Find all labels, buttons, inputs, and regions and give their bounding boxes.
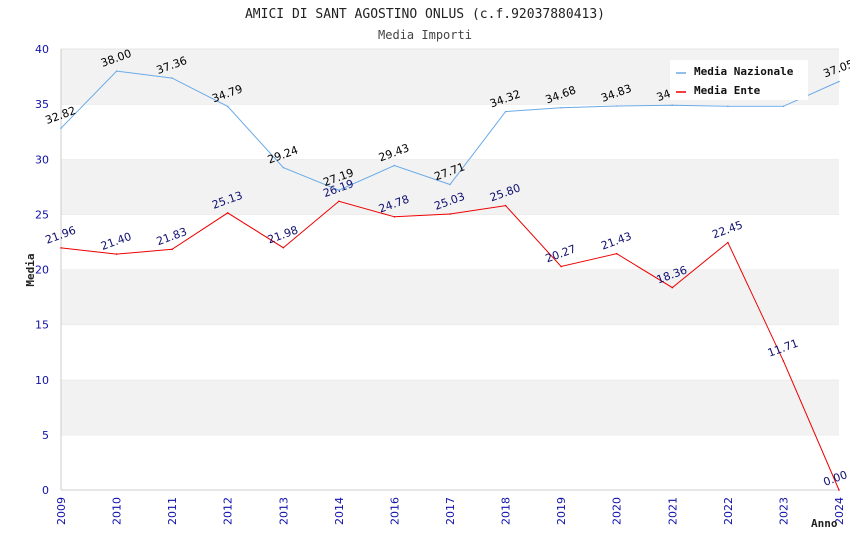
x-tick-label: 2009 xyxy=(55,497,68,525)
grid-band xyxy=(61,324,839,380)
data-point xyxy=(838,80,840,83)
x-tick-label: 2020 xyxy=(611,497,624,525)
x-tick-label: 2011 xyxy=(166,497,179,525)
data-point xyxy=(449,213,451,215)
x-tick-label: 2023 xyxy=(777,497,790,525)
data-point xyxy=(282,166,285,169)
data-point xyxy=(671,104,674,107)
grid-band xyxy=(61,379,839,435)
grid-band xyxy=(61,104,839,160)
data-point xyxy=(504,110,507,113)
x-tick-label: 2016 xyxy=(388,497,401,525)
data-point xyxy=(60,247,62,249)
data-point xyxy=(115,70,118,72)
data-point xyxy=(393,216,396,218)
y-tick-label: 25 xyxy=(35,208,49,221)
data-point xyxy=(393,164,396,167)
grid-band xyxy=(61,214,839,270)
y-tick-label: 10 xyxy=(35,374,49,387)
legend-box xyxy=(670,60,808,100)
chart-title: AMICI DI SANT AGOSTINO ONLUS (c.f.920378… xyxy=(245,7,605,22)
x-tick-label: 2018 xyxy=(500,497,513,525)
data-point xyxy=(838,489,840,491)
data-point xyxy=(615,105,618,107)
data-point xyxy=(226,105,229,108)
x-tick-label: 2024 xyxy=(833,497,846,525)
x-tick-label: 2013 xyxy=(277,497,290,525)
chart-subtitle: Media Importi xyxy=(378,28,472,42)
legend: Media Nazionale Media Ente xyxy=(670,60,808,100)
x-tick-label: 2010 xyxy=(111,497,124,525)
data-point xyxy=(727,105,729,108)
x-axis-label: Anno xyxy=(811,517,838,530)
data-point xyxy=(282,246,285,249)
x-tick-label: 2012 xyxy=(222,497,235,525)
x-tick-labels: 2009 2010 2011 2012 2013 2014 2016 2017 2018 2019… xyxy=(55,497,846,525)
data-point xyxy=(226,212,229,214)
y-tick-label: 20 xyxy=(35,264,49,277)
data-point xyxy=(338,200,340,203)
grid-bands xyxy=(61,48,839,490)
x-tick-label: 2014 xyxy=(333,497,346,525)
grid-band xyxy=(61,159,839,215)
x-tick-label: 2022 xyxy=(722,497,735,525)
data-point xyxy=(115,253,118,255)
x-tick-label: 2021 xyxy=(666,497,679,525)
data-point xyxy=(504,204,507,207)
y-axis-label: Media xyxy=(24,253,37,286)
y-tick-label: 5 xyxy=(42,429,49,442)
x-tick-label: 2017 xyxy=(444,497,457,525)
y-tick-label: 0 xyxy=(42,484,49,497)
data-point xyxy=(449,183,451,186)
data-point xyxy=(560,265,562,268)
series-lines xyxy=(60,70,840,491)
data-point xyxy=(60,127,62,129)
data-point xyxy=(171,77,173,79)
data-point xyxy=(560,106,562,109)
data-point xyxy=(782,105,785,108)
y-tick-label: 35 xyxy=(35,98,49,111)
grid-band xyxy=(61,269,839,325)
x-tick-label: 2019 xyxy=(555,497,568,525)
data-point xyxy=(782,360,785,362)
axes xyxy=(60,49,839,491)
y-tick-labels: 0 5 10 15 20 25 30 35 40 xyxy=(35,43,49,497)
data-point xyxy=(727,241,729,244)
legend-label-media-nazionale: Media Nazionale xyxy=(694,65,794,78)
data-point xyxy=(171,248,173,251)
legend-label-media-ente: Media Ente xyxy=(694,84,761,97)
data-label: 34 xyxy=(655,87,673,104)
y-tick-label: 30 xyxy=(35,153,49,166)
data-point xyxy=(338,189,340,192)
grid-band xyxy=(61,434,839,490)
y-tick-label: 40 xyxy=(35,43,49,56)
data-point xyxy=(615,252,618,255)
y-tick-label: 15 xyxy=(35,319,49,332)
data-point xyxy=(671,286,674,289)
